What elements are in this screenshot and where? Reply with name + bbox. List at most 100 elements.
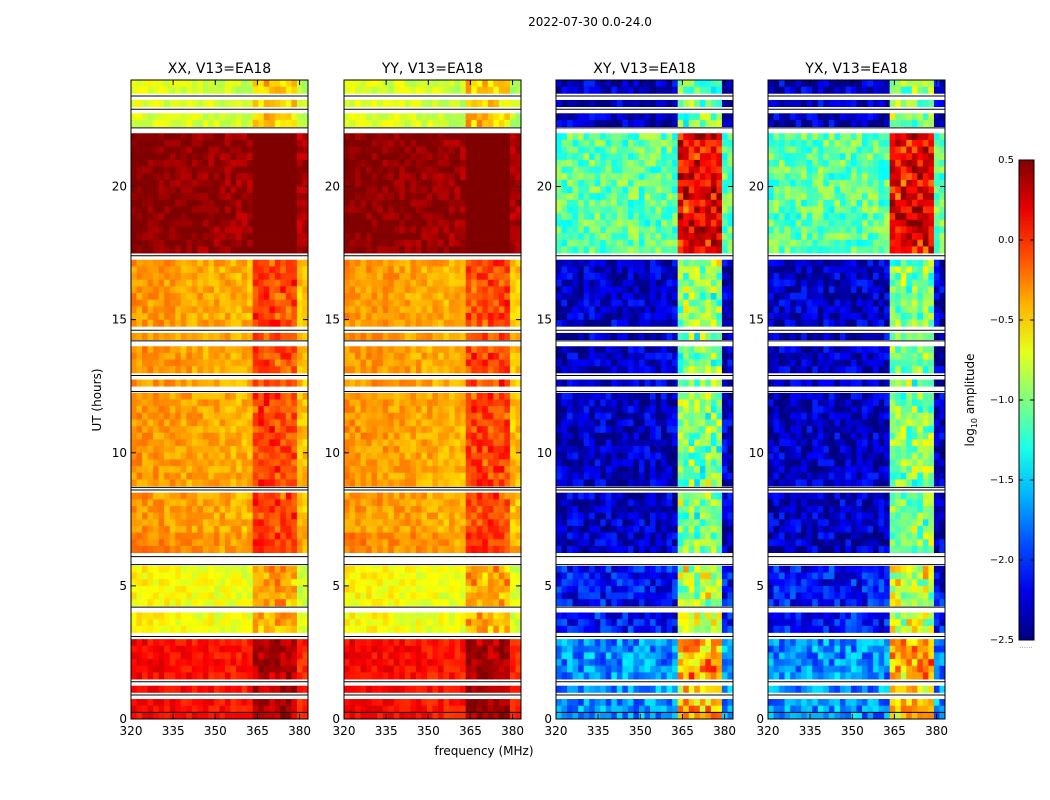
heatmap-cell	[465, 639, 472, 647]
heatmap-cell	[263, 472, 270, 480]
heatmap-cell	[399, 426, 406, 434]
heatmap-cell	[487, 506, 494, 514]
heatmap-cell	[164, 619, 171, 627]
heatmap-cell	[302, 492, 309, 500]
heatmap-cell	[258, 525, 265, 534]
heatmap-cell	[421, 306, 428, 314]
heatmap-cell	[388, 592, 395, 600]
heatmap-cell	[219, 466, 226, 474]
heatmap-cell	[169, 306, 176, 314]
heatmap-cell	[258, 625, 265, 633]
heatmap-cell	[426, 639, 433, 647]
heatmap-cell	[393, 545, 400, 553]
heatmap-cell	[438, 539, 444, 547]
heatmap-cell	[263, 399, 270, 407]
heatmap-cell	[476, 312, 483, 321]
heatmap-cell	[247, 712, 254, 720]
heatmap-cell	[344, 226, 350, 234]
heatmap-cell	[158, 499, 165, 507]
heatmap-cell	[360, 392, 367, 400]
heatmap-cell	[169, 572, 176, 580]
heatmap-cell	[280, 359, 287, 367]
heatmap-cell	[415, 279, 422, 287]
heatmap-cell	[247, 193, 254, 201]
heatmap-cell	[426, 506, 433, 514]
heatmap-cell	[258, 506, 265, 514]
heatmap-cell	[202, 499, 209, 507]
heatmap-cell	[426, 359, 433, 367]
heatmap-cell	[302, 439, 309, 447]
heatmap-cell	[202, 406, 209, 414]
heatmap-cell	[175, 439, 182, 447]
heatmap-cell	[225, 705, 231, 713]
heatmap-cell	[465, 645, 472, 653]
heatmap-cell	[258, 712, 265, 720]
heatmap-cell	[302, 319, 309, 327]
heatmap-cell	[432, 439, 439, 447]
heatmap-cell	[366, 99, 373, 108]
heatmap-cell	[482, 266, 489, 274]
heatmap-cell	[136, 539, 143, 547]
heatmap-cell	[449, 153, 456, 161]
heatmap-cell	[404, 119, 411, 127]
heatmap-cell	[147, 599, 154, 607]
heatmap-cell	[460, 166, 467, 174]
heatmap-cell	[225, 286, 231, 294]
heatmap-cell	[230, 579, 237, 587]
heatmap-cell	[280, 199, 287, 207]
heatmap-cell	[515, 499, 522, 507]
heatmap-cell	[421, 579, 428, 587]
heatmap-cell	[498, 492, 505, 500]
heatmap-cell	[208, 119, 215, 127]
heatmap-cell	[202, 645, 209, 653]
heatmap-cell	[515, 612, 522, 620]
heatmap-cell	[158, 472, 165, 480]
heatmap-cell	[269, 379, 276, 387]
heatmap-cell	[471, 512, 478, 520]
heatmap-cell	[280, 166, 287, 174]
heatmap-cell	[252, 306, 259, 314]
heatmap-cell	[131, 452, 137, 460]
heatmap-cell	[158, 665, 165, 673]
heatmap-cell	[241, 226, 248, 234]
heatmap-cell	[426, 499, 433, 507]
heatmap-cell	[186, 625, 193, 633]
heatmap-cell	[263, 672, 270, 680]
heatmap-cell	[421, 86, 428, 94]
heatmap-cell	[274, 312, 281, 321]
heatmap-cell	[360, 346, 367, 354]
heatmap-cell	[230, 139, 237, 147]
heatmap-cell	[460, 352, 467, 360]
heatmap-cell	[191, 293, 198, 301]
heatmap-cell	[197, 246, 204, 254]
heatmap-cell	[366, 645, 373, 653]
heatmap-cell	[230, 233, 237, 241]
heatmap-cell	[498, 293, 505, 301]
heatmap-cell	[460, 492, 467, 500]
heatmap-cell	[285, 332, 292, 340]
heatmap-cell	[175, 332, 182, 340]
heatmap-cell	[296, 532, 303, 540]
heatmap-cell	[153, 113, 160, 121]
heatmap-cell	[415, 492, 422, 500]
heatmap-cell	[208, 179, 215, 187]
heatmap-cell	[421, 406, 428, 414]
heatmap-cell	[153, 179, 160, 187]
heatmap-cell	[164, 233, 171, 241]
heatmap-cell	[377, 299, 384, 307]
heatmap-cell	[366, 179, 373, 187]
heatmap-cell	[241, 612, 248, 620]
heatmap-cell	[142, 332, 148, 340]
heatmap-cell	[515, 219, 522, 227]
heatmap-cell	[225, 685, 231, 693]
heatmap-cell	[175, 685, 182, 693]
heatmap-cell	[393, 159, 400, 167]
heatmap-cell	[493, 186, 500, 194]
heatmap-cell	[344, 219, 350, 227]
heatmap-cell	[366, 139, 373, 147]
heatmap-cell	[208, 86, 215, 94]
heatmap-cell	[164, 139, 171, 147]
heatmap-cell	[415, 432, 422, 440]
heatmap-cell	[371, 499, 378, 507]
heatmap-cell	[476, 565, 483, 573]
